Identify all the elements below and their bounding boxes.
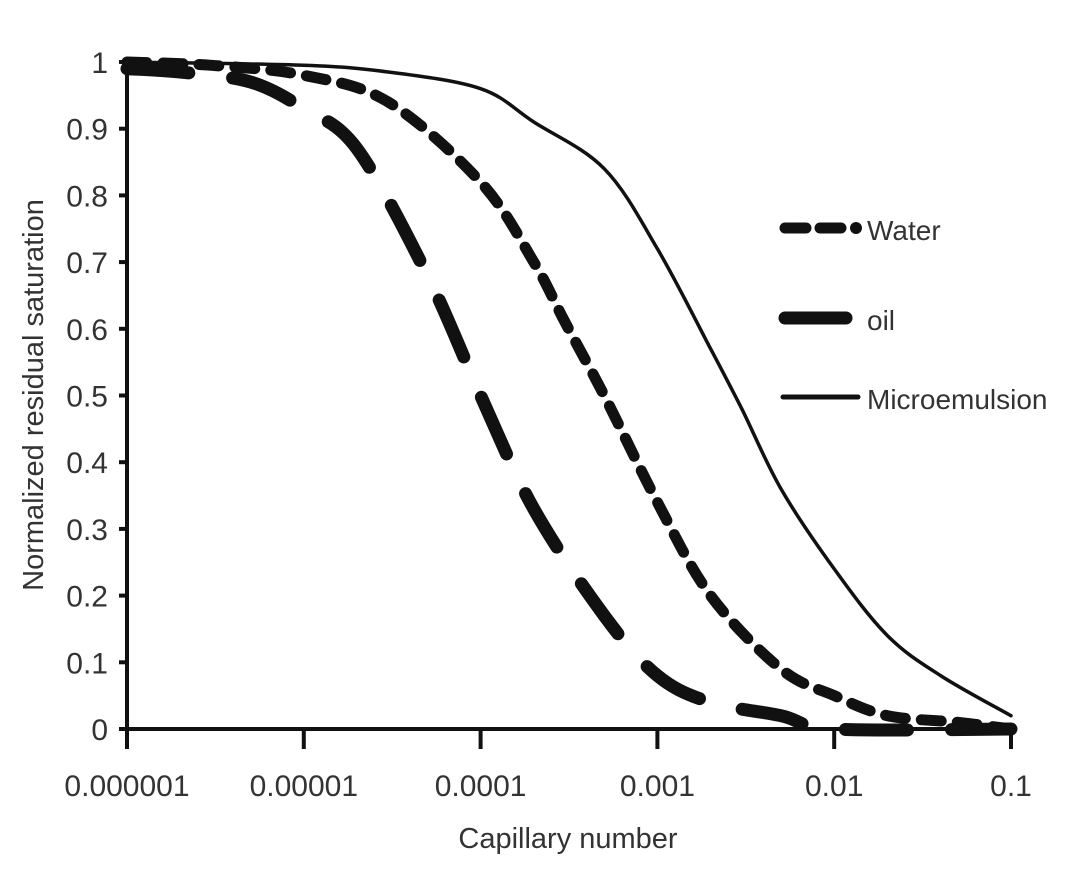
series-line-oil	[120, 62, 1018, 737]
legend: Water oil Microemulsion	[778, 215, 1048, 415]
x-axis-title: Capillary number	[458, 823, 678, 855]
legend-item-water: Water	[779, 215, 941, 246]
x-tick-label: 0.0001	[435, 770, 527, 803]
legend-item-microemulsion: Microemulsion	[780, 384, 1048, 415]
legend-swatch-short-dash-icon	[779, 222, 862, 234]
y-tick-label: 0.4	[66, 447, 108, 480]
series-line-water	[121, 56, 1017, 735]
legend-label-water: Water	[867, 215, 941, 246]
x-tick-label: 0.001	[620, 770, 695, 803]
legend-item-oil: oil	[778, 305, 895, 336]
x-tick-label: 0.000001	[64, 770, 189, 803]
series-line-microemulsion	[125, 60, 1013, 718]
legend-label-microemulsion: Microemulsion	[867, 384, 1048, 415]
y-tick-label: 0.2	[66, 581, 108, 614]
x-tick-label: 0.1	[990, 770, 1032, 803]
x-tick-label: 0.00001	[250, 770, 358, 803]
plot-series	[120, 56, 1018, 737]
y-tick-label: 0.9	[66, 114, 108, 147]
y-ticks: 0 0.1 0.2 0.3 0.4 0.5 0.6 0.7 0.8 0.9 1	[66, 47, 127, 747]
axes: 00.10.20.30.40.50.60.70.80.91 0.000001 0.…	[64, 47, 1031, 803]
x-ticks: 0.000001 0.00001 0.0001 0.001 0.01 0.1	[64, 729, 1032, 803]
y-tick-label: 0.8	[66, 180, 108, 213]
y-tick-label: 1	[91, 47, 108, 80]
y-tick-label: 0.6	[66, 314, 108, 347]
y-tick-label: 0.5	[66, 381, 108, 414]
y-axis-title: Normalized residual saturation	[18, 199, 50, 591]
legend-label-oil: oil	[867, 305, 895, 336]
y-tick-label: 0.3	[66, 514, 108, 547]
y-tick-label: 0.7	[66, 247, 108, 280]
y-tick-label: 0.1	[66, 647, 108, 680]
x-tick-label: 0.01	[805, 770, 863, 803]
y-tick-label: 0	[91, 714, 108, 747]
